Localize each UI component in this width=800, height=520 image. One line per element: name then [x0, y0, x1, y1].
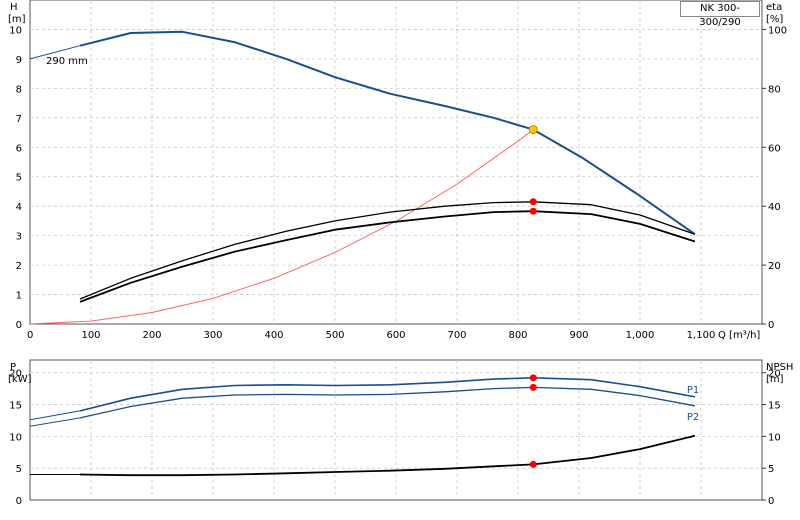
panel2-y-unit-left: [kW] — [8, 374, 32, 385]
panel2-operating-point — [529, 383, 537, 391]
panel1-y-right-tick-label: 100 — [768, 25, 787, 36]
panel2-series-p1_extension — [29, 410, 81, 421]
panel2-y-tick-label: 10 — [9, 432, 22, 443]
panel1-y-tick-label: 3 — [16, 232, 22, 243]
panel2-y-tick-label: 0 — [16, 496, 22, 507]
x-tick-label: 500 — [325, 330, 344, 341]
x-axis-label: Q [m³/h] — [718, 330, 760, 341]
panel1-y-tick-label: 9 — [16, 55, 22, 66]
x-tick-label: 1,000 — [626, 330, 655, 341]
panel1-operating-point — [529, 198, 537, 206]
panel1-y-tick-label: 10 — [9, 25, 22, 36]
panel2-y-right-tick-label: 5 — [768, 464, 774, 475]
panel1-series-eta_lower — [79, 210, 696, 303]
impeller-diameter-label: 290 mm — [46, 56, 88, 67]
panel1-y-tick-label: 8 — [16, 84, 22, 95]
x-tick-label: 600 — [386, 330, 405, 341]
panel1-y-unit-right: [%] — [766, 14, 783, 25]
panel2-y-right-tick-label: 20 — [768, 369, 781, 380]
panel1-y-tick-label: 0 — [16, 320, 22, 331]
panel1-series-system — [29, 129, 534, 325]
panel1-y-tick-label: 1 — [16, 291, 22, 302]
panel1-y-label-right: eta — [766, 2, 782, 13]
x-tick-label: 0 — [27, 330, 33, 341]
panel1-y-unit-left: [m] — [8, 14, 26, 25]
panel2-y-label-left: P — [10, 362, 16, 373]
panel2-y-tick-label: 20 — [9, 369, 22, 380]
panel2-y-right-tick-label: 15 — [768, 401, 781, 412]
x-tick-label: 800 — [508, 330, 527, 341]
panel1-series-head_extension — [29, 45, 81, 60]
panel2-y-tick-label: 5 — [16, 464, 22, 475]
panel2-operating-point — [529, 374, 537, 382]
panel2-y-right-tick-label: 10 — [768, 432, 781, 443]
panel1-operating-point — [529, 207, 537, 215]
x-tick-label: 200 — [142, 330, 161, 341]
panel2-series-label-p2: P2 — [687, 412, 699, 423]
panel2-series-p2 — [79, 386, 696, 419]
x-tick-label: 900 — [569, 330, 588, 341]
panel1-series-head — [79, 30, 696, 236]
x-tick-label: 700 — [447, 330, 466, 341]
panel1-y-tick-label: 5 — [16, 173, 22, 184]
panel2-y-tick-label: 15 — [9, 401, 22, 412]
panel2-y-unit-right: [m] — [766, 374, 784, 385]
panel1-y-right-tick-label: 80 — [768, 84, 781, 95]
panel1-y-tick-label: 6 — [16, 143, 22, 154]
x-tick-label: 100 — [81, 330, 100, 341]
panel2-y-label-right: NPSH — [766, 362, 793, 373]
panel2-series-npsh — [79, 434, 696, 477]
panel2-y-right-tick-label: 0 — [768, 496, 774, 507]
panel1-y-right-tick-label: 20 — [768, 261, 781, 272]
panel1-y-tick-label: 2 — [16, 261, 22, 272]
x-tick-label: 400 — [264, 330, 283, 341]
panel1-series-eta_upper — [79, 201, 696, 300]
x-tick-label: 1,100 — [687, 330, 716, 341]
panel1-operating-point — [528, 125, 538, 135]
panel1-y-tick-label: 7 — [16, 114, 22, 125]
panel1-y-right-tick-label: 60 — [768, 143, 781, 154]
model-label: NK 300-300/290 — [680, 1, 760, 28]
x-tick-label: 300 — [203, 330, 222, 341]
panel2-series-p2_extension — [29, 417, 81, 427]
panel2-series-p1 — [79, 376, 696, 412]
panel1-y-tick-label: 4 — [16, 202, 22, 213]
panel1-y-right-tick-label: 0 — [768, 320, 774, 331]
panel2-series-label-p1: P1 — [687, 385, 699, 396]
panel1-y-label-left: H — [10, 2, 18, 13]
panel2-operating-point — [529, 460, 537, 468]
panel1-y-right-tick-label: 40 — [768, 202, 781, 213]
